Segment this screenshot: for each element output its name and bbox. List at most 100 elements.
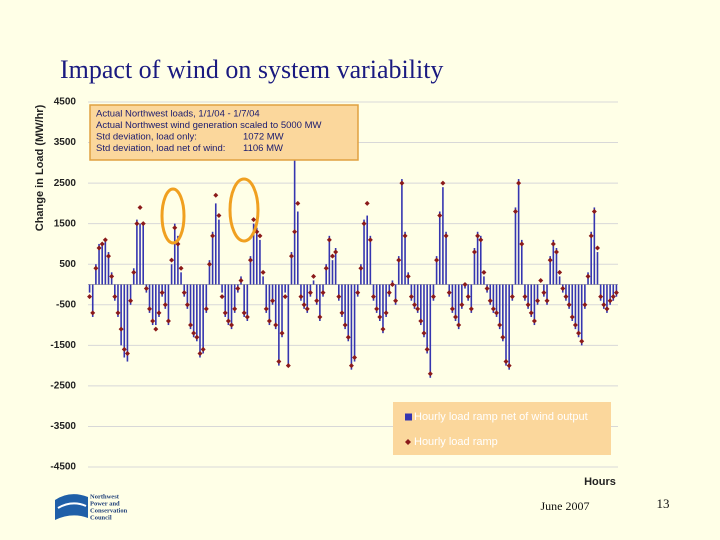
marker bbox=[361, 221, 367, 227]
y-axis-label: Change in Load (MW/hr) bbox=[34, 104, 46, 231]
bar bbox=[467, 284, 469, 301]
marker bbox=[143, 286, 149, 292]
bar bbox=[88, 284, 91, 293]
y-tick-label: -500 bbox=[56, 299, 76, 310]
bar bbox=[265, 284, 268, 313]
info-text: 1072 MW bbox=[243, 132, 284, 143]
bar bbox=[533, 284, 536, 326]
bar bbox=[186, 284, 189, 309]
marker bbox=[251, 217, 257, 223]
marker bbox=[93, 265, 99, 271]
bar bbox=[271, 284, 274, 305]
marker bbox=[323, 265, 329, 271]
bar bbox=[173, 223, 176, 285]
bar bbox=[211, 231, 214, 285]
marker bbox=[225, 318, 231, 324]
marker bbox=[222, 310, 228, 316]
marker bbox=[203, 306, 209, 312]
bar bbox=[432, 284, 435, 301]
marker bbox=[484, 286, 490, 292]
bar bbox=[549, 256, 551, 285]
bar bbox=[180, 272, 182, 285]
footer-date: June 2007 bbox=[541, 499, 590, 513]
info-text: Actual Northwest loads, 1/1/04 - 1/7/04 bbox=[96, 109, 260, 120]
marker bbox=[336, 294, 342, 300]
bar bbox=[568, 284, 570, 309]
bar bbox=[148, 284, 151, 313]
marker bbox=[475, 233, 481, 239]
marker bbox=[478, 237, 484, 243]
bar bbox=[590, 231, 592, 285]
bar bbox=[155, 284, 157, 326]
bar bbox=[303, 284, 305, 309]
marker bbox=[169, 257, 175, 263]
marker bbox=[292, 229, 298, 235]
bar bbox=[584, 284, 586, 309]
bar bbox=[606, 284, 608, 313]
marker bbox=[506, 363, 512, 369]
bar bbox=[558, 276, 561, 285]
bar bbox=[536, 284, 539, 305]
marker bbox=[235, 286, 241, 292]
marker bbox=[247, 257, 253, 263]
marker bbox=[579, 338, 585, 344]
bar bbox=[612, 284, 615, 301]
marker bbox=[371, 294, 377, 300]
logo-text: Power and bbox=[90, 500, 120, 507]
marker bbox=[440, 180, 446, 186]
bar bbox=[527, 284, 529, 309]
marker bbox=[512, 209, 518, 214]
marker bbox=[468, 306, 474, 312]
logo-text: Council bbox=[90, 514, 112, 521]
bar bbox=[205, 284, 208, 313]
marker bbox=[456, 322, 462, 328]
legend-label: Hourly load ramp net of wind output bbox=[414, 411, 588, 423]
bar bbox=[259, 239, 261, 285]
info-text: Std deviation, load only: bbox=[96, 132, 197, 143]
marker bbox=[197, 350, 203, 356]
bar bbox=[457, 284, 460, 330]
marker bbox=[128, 298, 134, 304]
bar bbox=[577, 284, 580, 338]
marker bbox=[301, 302, 307, 308]
marker bbox=[544, 298, 550, 304]
bar bbox=[508, 284, 510, 370]
marker bbox=[364, 200, 370, 206]
bar bbox=[136, 219, 138, 285]
bar bbox=[338, 284, 340, 301]
marker bbox=[367, 237, 373, 243]
bar bbox=[350, 284, 353, 370]
bar bbox=[139, 223, 141, 285]
marker bbox=[329, 253, 335, 259]
bar bbox=[413, 284, 416, 309]
bar bbox=[142, 223, 145, 285]
y-tick-label: -2500 bbox=[50, 381, 76, 392]
marker bbox=[124, 350, 130, 356]
bar bbox=[167, 284, 170, 326]
marker bbox=[494, 310, 500, 316]
bar bbox=[454, 284, 457, 321]
marker bbox=[257, 233, 263, 239]
marker bbox=[613, 290, 619, 296]
marker bbox=[405, 273, 411, 279]
marker bbox=[427, 371, 433, 377]
bar bbox=[151, 284, 154, 326]
marker bbox=[446, 290, 452, 296]
bar bbox=[341, 284, 343, 317]
marker bbox=[538, 277, 544, 283]
marker bbox=[232, 306, 238, 312]
info-text: 1106 MW bbox=[243, 143, 283, 154]
bar bbox=[132, 268, 135, 285]
bar bbox=[189, 284, 192, 330]
bar bbox=[117, 284, 119, 317]
marker bbox=[516, 180, 522, 186]
bar bbox=[479, 235, 482, 285]
marker bbox=[87, 294, 93, 300]
marker bbox=[282, 294, 288, 300]
bar bbox=[221, 284, 223, 293]
marker bbox=[298, 294, 304, 300]
bar bbox=[284, 284, 286, 293]
marker bbox=[260, 269, 266, 275]
bar bbox=[227, 284, 230, 326]
